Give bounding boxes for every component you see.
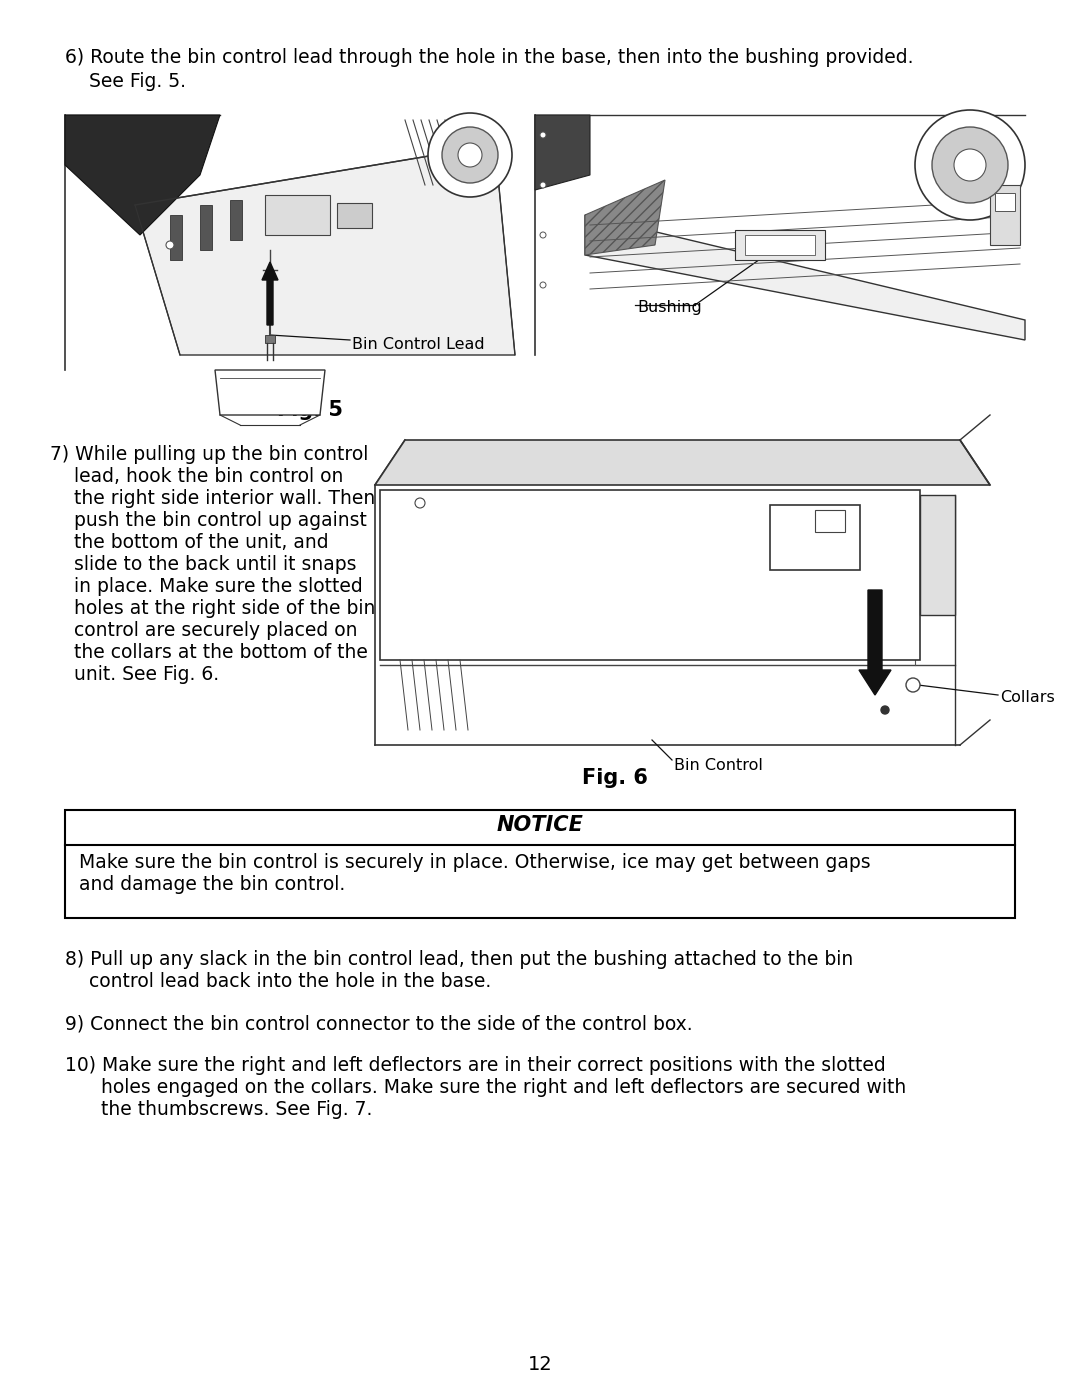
Circle shape <box>458 142 482 168</box>
Text: Collars: Collars <box>1000 690 1055 705</box>
Bar <box>995 193 1015 211</box>
Text: Bin Control Lead: Bin Control Lead <box>352 337 485 352</box>
Bar <box>990 184 1020 244</box>
Text: holes at the right side of the bin: holes at the right side of the bin <box>50 599 376 617</box>
Circle shape <box>442 127 498 183</box>
Text: 9) Connect the bin control connector to the side of the control box.: 9) Connect the bin control connector to … <box>65 1014 692 1032</box>
Text: 6) Route the bin control lead through the hole in the base, then into the bushin: 6) Route the bin control lead through th… <box>65 47 914 67</box>
Circle shape <box>166 242 174 249</box>
Text: and damage the bin control.: and damage the bin control. <box>79 875 346 894</box>
Text: lead, hook the bin control on: lead, hook the bin control on <box>50 467 343 486</box>
Text: Bin Control: Bin Control <box>674 759 762 773</box>
Circle shape <box>881 705 889 714</box>
Circle shape <box>932 127 1008 203</box>
Bar <box>380 490 920 659</box>
Text: holes engaged on the collars. Make sure the right and left deflectors are secure: holes engaged on the collars. Make sure … <box>65 1078 906 1097</box>
Circle shape <box>540 182 546 189</box>
Circle shape <box>428 113 512 197</box>
Bar <box>745 235 815 256</box>
Text: 12: 12 <box>528 1355 552 1375</box>
Bar <box>770 504 860 570</box>
FancyArrow shape <box>859 590 891 694</box>
Bar <box>265 196 330 235</box>
Text: 10) Make sure the right and left deflectors are in their correct positions with : 10) Make sure the right and left deflect… <box>65 1056 886 1076</box>
Bar <box>735 231 825 260</box>
Circle shape <box>540 131 546 138</box>
Text: NOTICE: NOTICE <box>497 814 583 835</box>
Text: control lead back into the hole in the base.: control lead back into the hole in the b… <box>65 972 491 990</box>
Text: the thumbscrews. See Fig. 7.: the thumbscrews. See Fig. 7. <box>65 1099 373 1119</box>
Polygon shape <box>65 115 220 235</box>
Bar <box>815 510 845 532</box>
Bar <box>65 810 1015 918</box>
Bar <box>200 205 212 250</box>
FancyArrow shape <box>262 263 278 326</box>
Circle shape <box>415 497 426 509</box>
Bar <box>170 215 183 260</box>
Bar <box>265 335 275 344</box>
Circle shape <box>906 678 920 692</box>
Text: 7) While pulling up the bin control: 7) While pulling up the bin control <box>50 446 368 464</box>
Polygon shape <box>375 440 990 485</box>
Text: Fig. 5: Fig. 5 <box>276 400 343 420</box>
Text: the collars at the bottom of the: the collars at the bottom of the <box>50 643 368 662</box>
Polygon shape <box>215 370 325 415</box>
Text: control are securely placed on: control are securely placed on <box>50 622 357 640</box>
Text: push the bin control up against: push the bin control up against <box>50 511 367 529</box>
Circle shape <box>540 232 546 237</box>
Text: 8) Pull up any slack in the bin control lead, then put the bushing attached to t: 8) Pull up any slack in the bin control … <box>65 950 853 970</box>
Text: Fig. 6: Fig. 6 <box>582 768 648 788</box>
Polygon shape <box>585 215 1025 339</box>
Bar <box>230 200 242 240</box>
Polygon shape <box>135 145 515 355</box>
Text: the bottom of the unit, and: the bottom of the unit, and <box>50 534 328 552</box>
Text: unit. See Fig. 6.: unit. See Fig. 6. <box>50 665 219 685</box>
Text: Bushing: Bushing <box>637 300 702 314</box>
Text: Make sure the bin control is securely in place. Otherwise, ice may get between g: Make sure the bin control is securely in… <box>79 854 870 872</box>
Circle shape <box>915 110 1025 219</box>
Circle shape <box>540 282 546 288</box>
Text: See Fig. 5.: See Fig. 5. <box>65 73 186 91</box>
Text: slide to the back until it snaps: slide to the back until it snaps <box>50 555 356 574</box>
Bar <box>920 495 955 615</box>
Bar <box>337 203 372 228</box>
Text: the right side interior wall. Then: the right side interior wall. Then <box>50 489 375 509</box>
Polygon shape <box>535 115 590 190</box>
Polygon shape <box>585 180 665 256</box>
Text: in place. Make sure the slotted: in place. Make sure the slotted <box>50 577 363 597</box>
Circle shape <box>954 149 986 182</box>
